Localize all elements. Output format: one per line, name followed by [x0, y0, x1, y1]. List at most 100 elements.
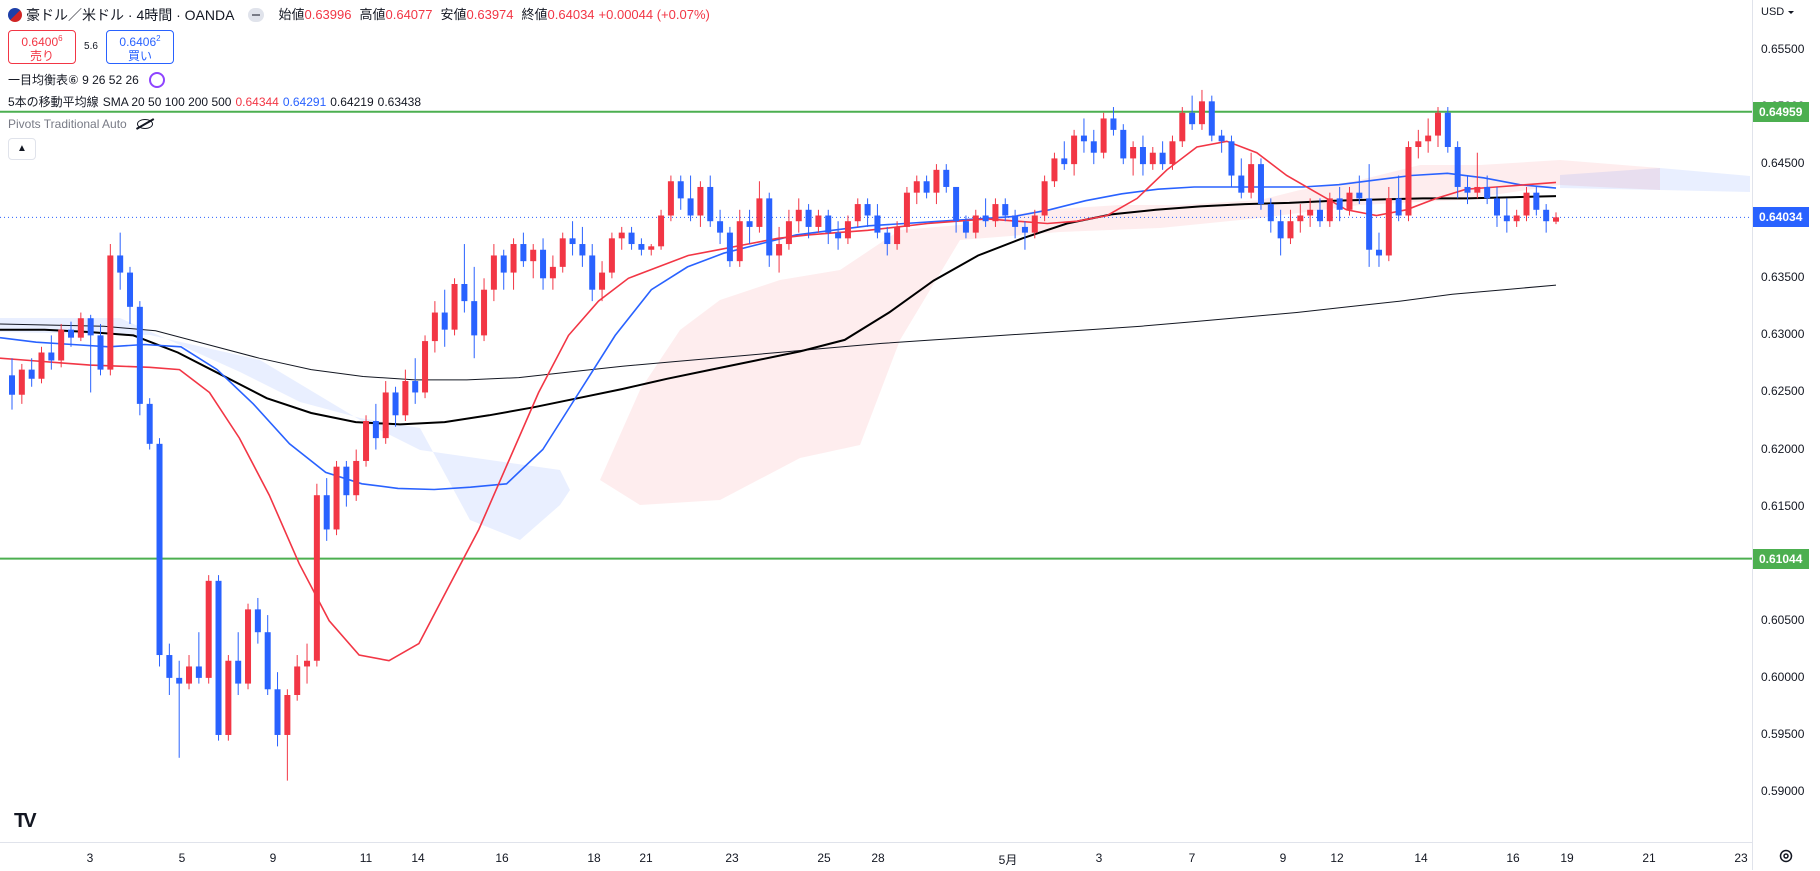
candle-body: [1041, 181, 1048, 216]
candle: [707, 175, 714, 227]
candle-body: [18, 369, 25, 395]
candle-body: [795, 209, 802, 222]
ichimoku-label: 一目均衡表⑥ 9 26 52 26: [8, 73, 139, 87]
candle-body: [1100, 118, 1107, 153]
collapse-indicators-button[interactable]: ▲: [8, 138, 36, 160]
candle: [854, 198, 861, 227]
candle: [1189, 95, 1196, 130]
candle: [225, 655, 232, 741]
candle-body: [559, 238, 566, 267]
candle-body: [215, 580, 222, 735]
candle-body: [1238, 175, 1245, 193]
candle: [864, 198, 871, 227]
time-axis[interactable]: 3 5 9 11 14 16 18 21 23 25 28 5月 3 7 9 12 14 16 19 21 23: [0, 842, 1752, 871]
candle-body: [1208, 101, 1215, 136]
candle: [569, 221, 576, 256]
price-tick: 0.59500: [1761, 726, 1805, 741]
refresh-icon[interactable]: [148, 72, 165, 88]
sell-price: 0.6400: [21, 34, 59, 49]
candle-body: [28, 369, 35, 379]
candle-body: [1553, 217, 1559, 222]
candle-body: [1228, 141, 1235, 176]
candle-body: [992, 204, 999, 222]
candle: [815, 209, 822, 233]
sma100-line: [0, 195, 1557, 426]
candle: [254, 597, 261, 644]
candle: [1179, 107, 1186, 147]
price-tick: 0.60000: [1761, 669, 1805, 684]
candle: [1287, 209, 1294, 245]
candle-body: [284, 695, 291, 735]
price-chart[interactable]: [0, 0, 1752, 842]
candle: [677, 175, 684, 210]
candle-body: [9, 375, 15, 395]
candle: [1346, 186, 1353, 216]
sell-price-sup: 6: [58, 33, 63, 43]
candle: [1375, 232, 1382, 267]
candle-body: [1346, 192, 1353, 210]
candle-body: [628, 232, 635, 245]
candle: [667, 175, 674, 222]
candle-body: [1415, 141, 1422, 147]
pivots-legend[interactable]: Pivots Traditional Auto: [8, 114, 710, 134]
candle-body: [166, 655, 173, 678]
candle-body: [648, 246, 655, 250]
spread-value: 5.6: [84, 41, 98, 52]
candle: [982, 198, 989, 227]
gear-icon[interactable]: [1778, 848, 1794, 864]
candle-body: [235, 660, 242, 684]
candle-body: [962, 221, 969, 233]
candle-body: [1051, 158, 1058, 182]
candle-body: [638, 244, 645, 250]
candle-body: [953, 186, 960, 222]
buy-button[interactable]: 0.64062 買い: [106, 30, 174, 64]
candle: [1120, 124, 1127, 165]
candle-body: [392, 392, 399, 416]
candle: [382, 381, 389, 444]
collapse-legend-icon[interactable]: [248, 8, 265, 22]
candle-body: [490, 255, 497, 290]
symbol-row: 豪ドル／米ドル · 4時間 · OANDA 始値 0.63996 高値 0.6407…: [8, 6, 710, 24]
candle: [776, 226, 783, 273]
candle: [1021, 221, 1028, 250]
candle: [795, 198, 802, 233]
candle-body: [1425, 135, 1432, 142]
candle-body: [1179, 112, 1186, 142]
candle: [1267, 198, 1274, 233]
currency-selector[interactable]: USD: [1761, 6, 1795, 18]
ichimoku-cloud: [0, 160, 1750, 540]
date-tick: 11: [359, 851, 373, 865]
candle-body: [1267, 204, 1274, 222]
price-tick: 0.64500: [1761, 156, 1805, 171]
candle-body: [746, 221, 753, 227]
ichimoku-legend[interactable]: 一目均衡表⑥ 9 26 52 26: [8, 70, 710, 90]
pivots-label: Pivots Traditional Auto: [8, 117, 127, 131]
candle-body: [1454, 147, 1461, 187]
tradingview-logo[interactable]: TV: [14, 810, 36, 832]
candle: [1444, 107, 1451, 153]
candle-body: [1356, 192, 1363, 199]
candle-body: [982, 215, 989, 222]
candle: [195, 632, 202, 684]
price-tick: 0.61500: [1761, 498, 1805, 513]
candle: [245, 603, 252, 690]
trade-buttons: 0.64006 売り 5.6 0.64062 買い: [8, 30, 710, 64]
horizontal-lines[interactable]: [0, 110, 1752, 560]
candle: [1464, 175, 1471, 205]
candle-body: [1120, 129, 1127, 159]
candle-body: [294, 666, 301, 695]
sell-button[interactable]: 0.64006 売り: [8, 30, 76, 64]
candle-body: [343, 466, 350, 496]
price-axis[interactable]: USD 0.655000.650000.645000.640000.635000…: [1752, 0, 1820, 870]
candle-body: [1474, 186, 1481, 193]
hidden-eye-icon[interactable]: [136, 119, 153, 129]
candle: [1405, 141, 1412, 222]
candle-body: [697, 186, 704, 216]
candle-body: [540, 249, 547, 279]
candle-body: [1169, 141, 1176, 165]
sma-legend[interactable]: 5本の移動平均線 SMA 20 50 100 200 500 0.64344 0…: [8, 92, 710, 112]
symbol-title[interactable]: 豪ドル／米ドル · 4時間 · OANDA: [26, 7, 235, 23]
candle: [756, 181, 763, 233]
candle: [107, 244, 114, 376]
candle-body: [1130, 147, 1137, 159]
